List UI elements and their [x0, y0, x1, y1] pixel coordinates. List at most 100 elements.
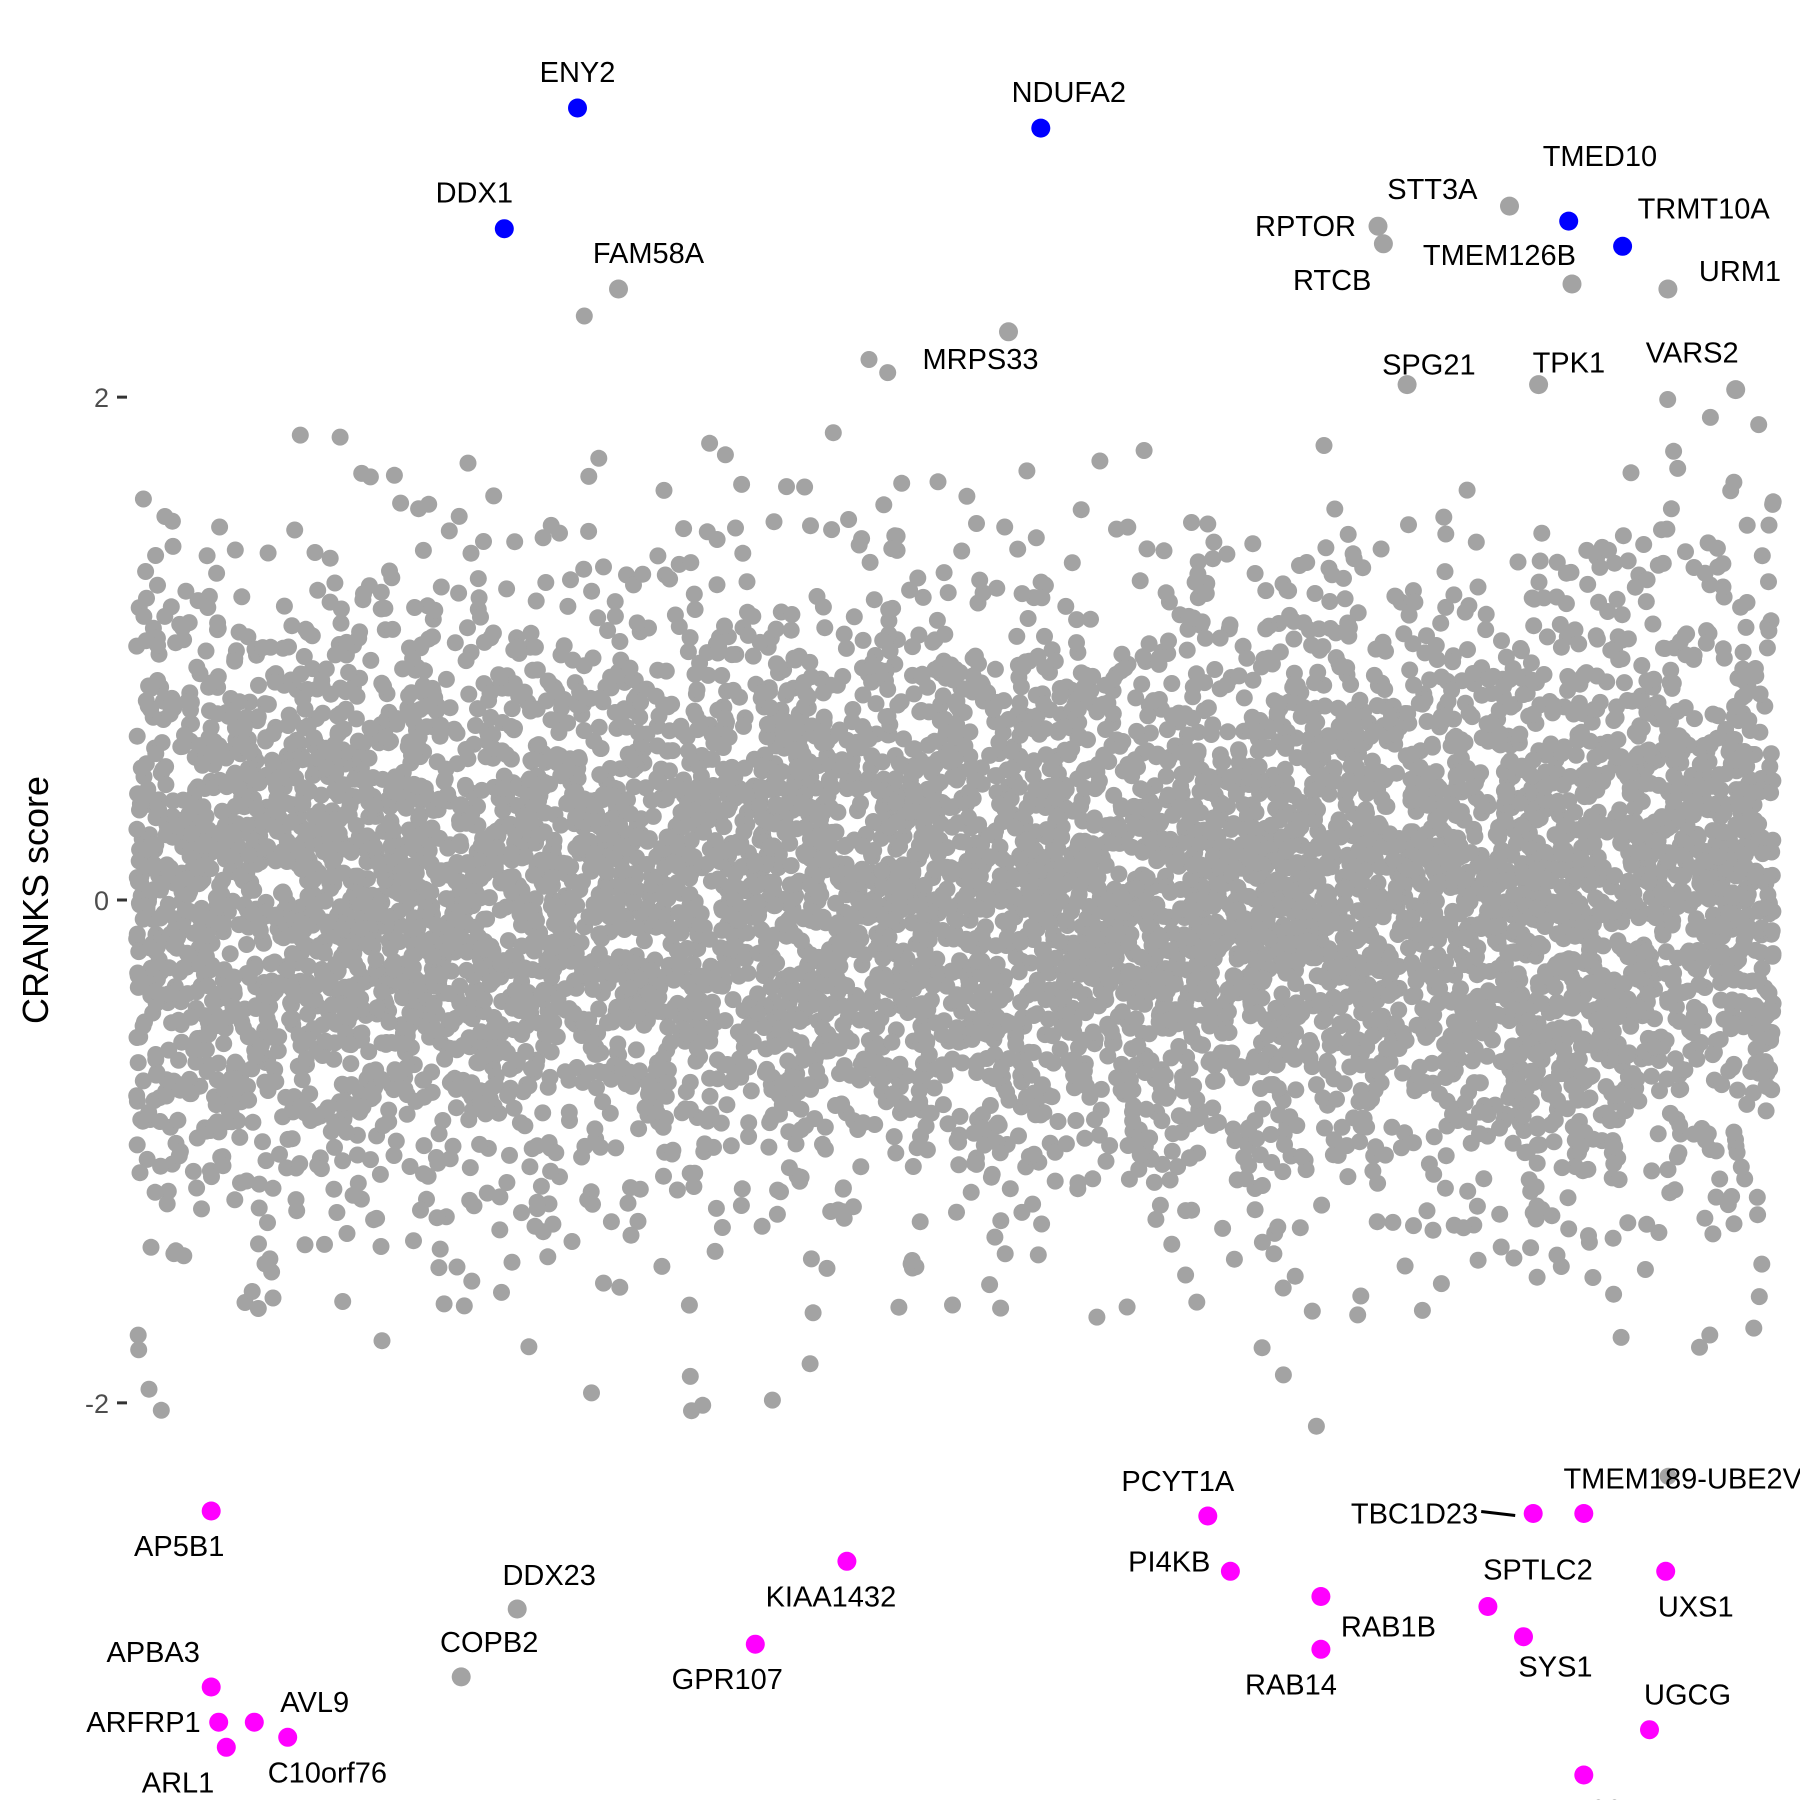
- background-point: [1101, 1137, 1119, 1155]
- background-point: [893, 474, 911, 492]
- background-point: [1644, 615, 1662, 633]
- background-point: [1307, 1417, 1325, 1435]
- background-point: [1711, 1170, 1729, 1188]
- background-point: [552, 816, 570, 834]
- background-point: [679, 643, 697, 661]
- background-point: [1614, 527, 1632, 545]
- background-point: [1163, 675, 1181, 692]
- background-point: [1351, 1133, 1369, 1151]
- background-point: [1281, 1032, 1299, 1050]
- background-point: [594, 1093, 612, 1111]
- background-point: [905, 685, 923, 703]
- background-point: [1287, 1081, 1305, 1099]
- background-point: [732, 1197, 750, 1214]
- background-point: [1253, 1339, 1271, 1357]
- background-point: [708, 576, 726, 594]
- background-point: [628, 614, 646, 632]
- background-point: [760, 1138, 778, 1156]
- background-point: [360, 1043, 378, 1061]
- background-point: [1349, 604, 1367, 622]
- background-point: [1615, 764, 1633, 782]
- background-point: [1257, 620, 1275, 638]
- background-point: [1696, 1209, 1714, 1227]
- background-point: [154, 761, 172, 779]
- background-point: [226, 1191, 244, 1209]
- background-point: [209, 614, 227, 632]
- background-point: [988, 579, 1006, 597]
- background-point: [1041, 964, 1059, 982]
- background-point: [1108, 520, 1125, 538]
- background-point: [818, 1259, 836, 1277]
- background-point: [1274, 1163, 1292, 1181]
- background-point: [854, 631, 872, 649]
- background-point: [1018, 1088, 1035, 1106]
- background-point: [392, 494, 410, 512]
- background-point: [161, 705, 179, 723]
- background-point: [909, 569, 927, 587]
- background-point: [1418, 1202, 1436, 1220]
- background-point: [338, 1225, 356, 1242]
- background-point: [1321, 593, 1339, 610]
- background-point: [1286, 1267, 1304, 1285]
- background-point: [1097, 1152, 1115, 1170]
- background-point: [405, 1232, 422, 1250]
- background-point: [1298, 554, 1316, 571]
- background-point: [590, 1000, 608, 1018]
- background-point: [497, 746, 515, 763]
- background-point: [1372, 540, 1390, 558]
- background-point: [491, 1188, 509, 1206]
- background-point: [1528, 1154, 1546, 1172]
- background-point: [1009, 540, 1027, 558]
- background-point: [257, 1152, 275, 1170]
- background-point: [134, 1072, 152, 1090]
- background-point: [622, 1226, 640, 1244]
- y-tick-label: 0: [94, 886, 109, 916]
- background-point: [232, 1174, 249, 1192]
- background-point: [184, 1162, 202, 1180]
- background-point: [447, 1099, 465, 1117]
- background-point: [1491, 1205, 1509, 1223]
- background-point: [769, 764, 787, 782]
- background-point: [584, 980, 602, 998]
- background-point: [1475, 1170, 1493, 1188]
- background-point: [559, 597, 577, 615]
- background-point: [1013, 585, 1031, 603]
- background-point: [715, 818, 733, 836]
- background-point: [437, 670, 455, 688]
- background-point: [1288, 749, 1306, 767]
- background-point: [824, 424, 842, 442]
- background-point: [1432, 614, 1450, 632]
- background-point: [1567, 746, 1585, 764]
- background-point: [1750, 1288, 1768, 1306]
- background-point: [1748, 1188, 1766, 1206]
- background-point: [463, 1272, 481, 1290]
- background-point: [1579, 575, 1597, 593]
- background-point: [1649, 1125, 1667, 1143]
- background-point: [249, 1300, 267, 1317]
- background-point: [226, 652, 244, 670]
- background-point: [1181, 1059, 1199, 1077]
- background-point: [1349, 1306, 1367, 1324]
- background-point: [152, 1401, 170, 1419]
- background-point: [716, 446, 734, 464]
- background-point: [254, 1133, 271, 1151]
- background-point: [1007, 948, 1025, 966]
- background-point: [1559, 681, 1577, 699]
- background-point: [128, 1136, 146, 1154]
- background-point: [1299, 983, 1317, 1001]
- background-point: [460, 1111, 478, 1129]
- background-point: [1613, 606, 1631, 624]
- background-point: [1491, 1119, 1508, 1137]
- background-point: [586, 1120, 604, 1138]
- background-point: [996, 1245, 1014, 1263]
- background-point: [295, 648, 313, 665]
- background-point: [362, 651, 380, 669]
- background-point: [503, 1253, 521, 1271]
- background-point: [698, 523, 716, 541]
- background-point: [765, 513, 783, 531]
- background-point: [852, 794, 869, 812]
- background-point: [428, 1209, 446, 1227]
- background-point: [526, 638, 544, 656]
- background-point: [1204, 550, 1222, 568]
- background-point: [342, 843, 360, 861]
